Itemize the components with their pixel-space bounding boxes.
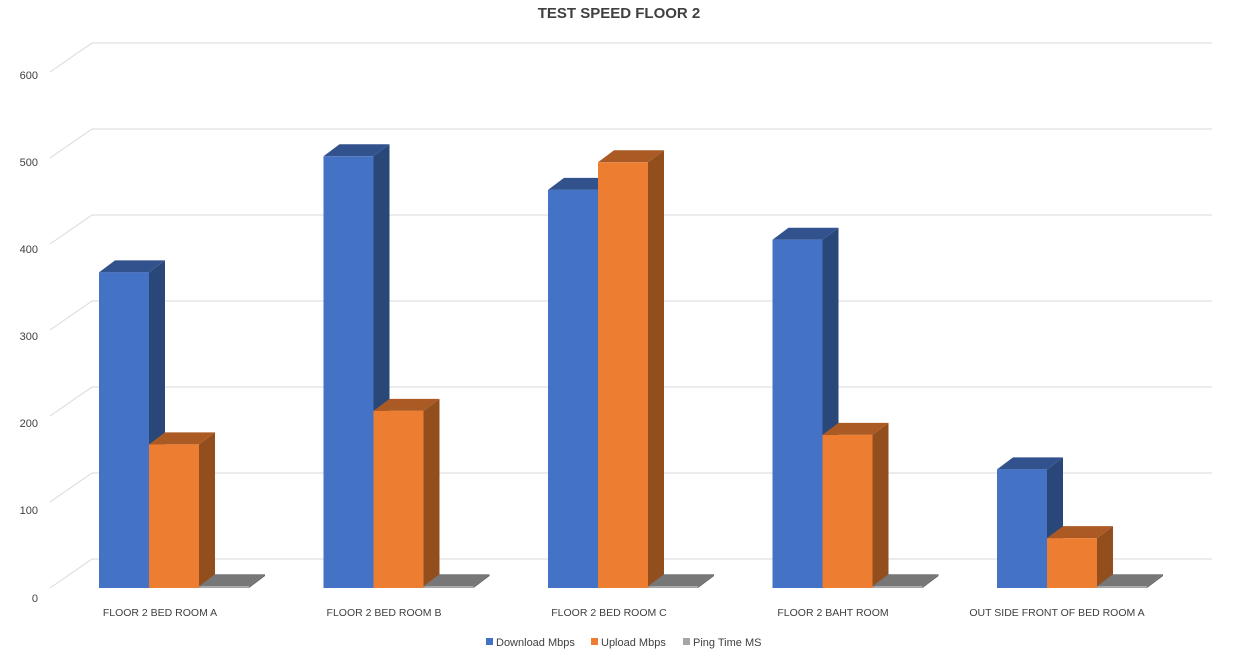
gridlines	[49, 42, 1212, 589]
bar-ping	[648, 574, 714, 588]
bars	[99, 144, 1163, 589]
y-axis: 0 100 200 300 400 500 600	[20, 70, 38, 605]
y-tick-label: 0	[32, 593, 38, 605]
x-axis: FLOOR 2 BED ROOM A FLOOR 2 BED ROOM B FL…	[103, 607, 1145, 619]
bar-upload	[1047, 526, 1113, 588]
y-tick-label: 100	[20, 505, 38, 517]
bar-ping	[423, 574, 490, 588]
y-tick-label: 400	[20, 244, 38, 256]
bar-ping	[199, 574, 265, 588]
x-category-label: FLOOR 2 BAHT ROOM	[777, 607, 888, 619]
bar-upload	[822, 422, 889, 588]
bar-upload	[373, 398, 440, 588]
gridline	[49, 386, 1212, 417]
bar-ping	[1097, 574, 1163, 588]
x-category-label: FLOOR 2 BED ROOM C	[551, 607, 667, 619]
x-category-label: FLOOR 2 BED ROOM A	[103, 607, 217, 619]
gridline	[49, 42, 1212, 73]
y-tick-label: 600	[20, 70, 38, 82]
gridline	[49, 300, 1212, 331]
legend-label-ping: Ping Time MS	[693, 637, 761, 649]
bar-upload	[598, 150, 664, 589]
bar-download	[323, 144, 390, 588]
legend-swatch-upload	[591, 638, 598, 645]
gridline	[49, 128, 1212, 159]
gridline	[49, 214, 1212, 245]
y-tick-label: 300	[20, 331, 38, 343]
y-tick-label: 500	[20, 157, 38, 169]
legend-swatch-ping	[683, 638, 690, 645]
x-category-label: OUT SIDE FRONT OF BED ROOM A	[969, 607, 1144, 619]
legend-swatch-download	[486, 638, 493, 645]
legend-label-upload: Upload Mbps	[601, 637, 666, 649]
legend-label-download: Download Mbps	[496, 637, 575, 649]
bar-ping	[872, 574, 939, 588]
bar-upload	[149, 432, 215, 588]
legend: Download Mbps Upload Mbps Ping Time MS	[486, 637, 761, 649]
y-tick-label: 200	[20, 418, 38, 430]
x-category-label: FLOOR 2 BED ROOM B	[327, 607, 442, 619]
chart-title: TEST SPEED FLOOR 2	[538, 5, 701, 22]
